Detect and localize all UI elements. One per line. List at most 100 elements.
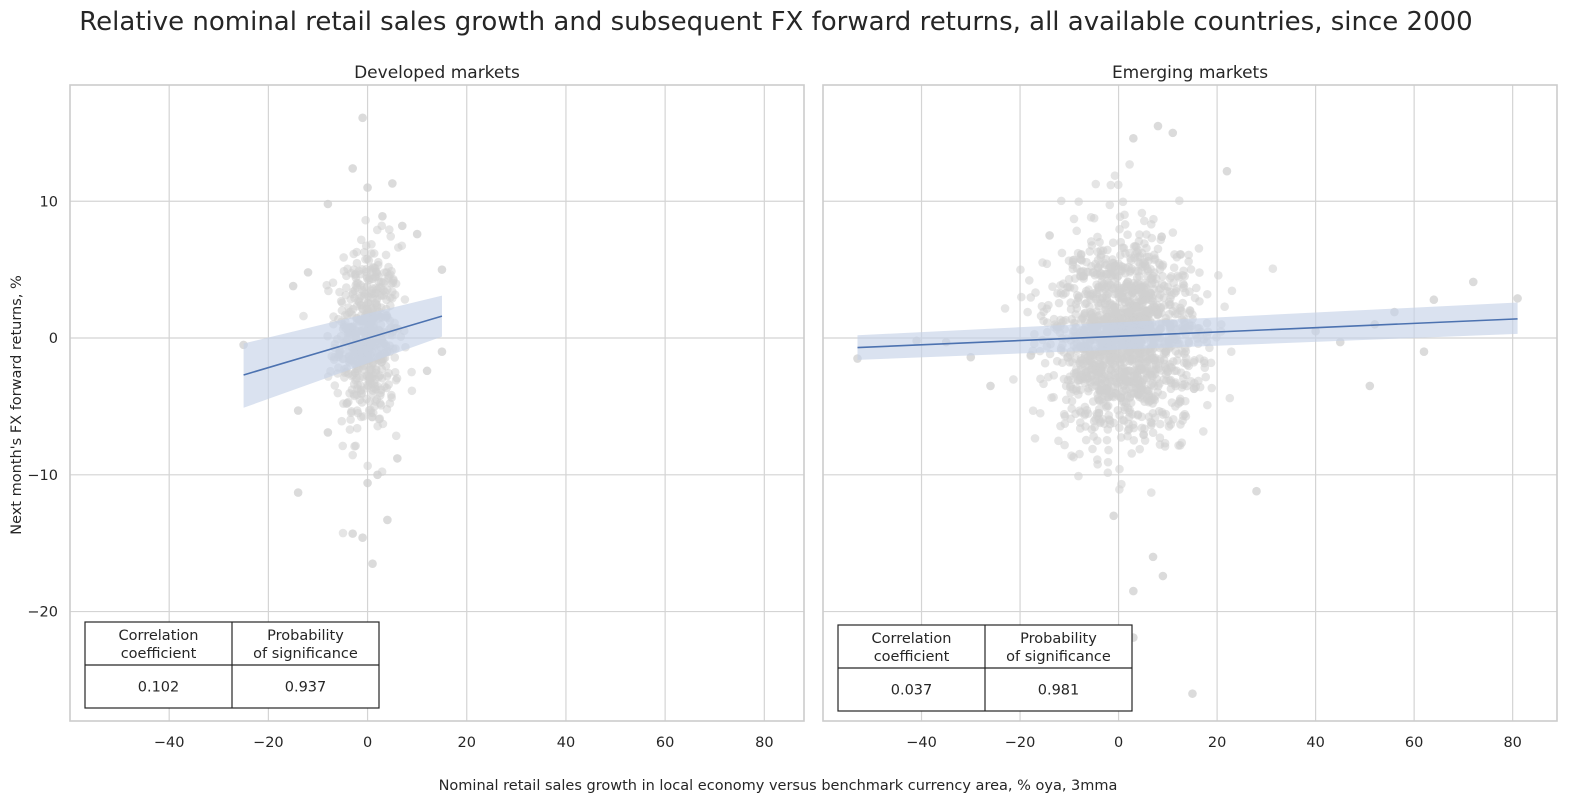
scatter-point bbox=[1074, 292, 1084, 301]
scatter-point bbox=[1181, 412, 1191, 421]
scatter-point bbox=[354, 294, 364, 303]
scatter-point bbox=[1179, 266, 1188, 276]
scatter-point bbox=[1103, 393, 1113, 402]
scatter-point bbox=[337, 298, 347, 307]
scatter-point bbox=[1171, 378, 1181, 387]
scatter-point bbox=[1222, 166, 1232, 176]
scatter-point bbox=[1199, 427, 1208, 436]
scatter-point bbox=[352, 247, 362, 257]
scatter-point bbox=[1125, 248, 1134, 258]
scatter-point bbox=[1075, 254, 1085, 263]
scatter-point bbox=[1159, 281, 1169, 291]
scatter-point bbox=[1063, 352, 1073, 362]
plot-frame bbox=[822, 84, 1558, 722]
scatter-point bbox=[1200, 358, 1209, 368]
scatter-point bbox=[1059, 409, 1069, 419]
x-tick-label: 20 bbox=[458, 735, 476, 751]
scatter-point bbox=[374, 257, 383, 267]
stats-table-value: 0.037 bbox=[891, 683, 933, 699]
scatter-point bbox=[1026, 351, 1035, 361]
panel-emerging-markets: Emerging markets −40 −20 0 20 40 60 80 Correlat… bbox=[822, 63, 1558, 751]
scatter-point bbox=[1143, 266, 1153, 276]
scatter-point bbox=[1092, 411, 1102, 421]
scatter-point bbox=[333, 388, 343, 398]
x-axis-label: Nominal retail sales growth in local eco… bbox=[439, 778, 1118, 794]
scatter-point bbox=[348, 164, 357, 173]
scatter-point bbox=[329, 312, 338, 321]
x-tick-label: 40 bbox=[1306, 735, 1324, 751]
scatter-point bbox=[1074, 197, 1083, 206]
scatter-point bbox=[361, 215, 370, 225]
scatter-point bbox=[1179, 283, 1188, 293]
scatter-point bbox=[337, 306, 347, 315]
scatter-point bbox=[1102, 291, 1111, 300]
scatter-point bbox=[1081, 435, 1091, 445]
scatter-point bbox=[293, 488, 303, 497]
scatter-point bbox=[1094, 404, 1104, 414]
scatter-point bbox=[1061, 315, 1071, 325]
scatter-point bbox=[437, 265, 447, 274]
regression-line bbox=[857, 318, 1518, 349]
scatter-point bbox=[348, 450, 358, 460]
scatter-point bbox=[1184, 308, 1194, 318]
scatter-point bbox=[1141, 306, 1151, 316]
scatter-point bbox=[369, 384, 379, 393]
scatter-point bbox=[1125, 392, 1135, 401]
stats-table-header: Probability of significance bbox=[253, 628, 358, 662]
scatter-point bbox=[345, 425, 355, 434]
scatter-point bbox=[390, 290, 400, 300]
scatter-point bbox=[1110, 361, 1119, 370]
scatter-point bbox=[1075, 424, 1085, 433]
scatter-point bbox=[1093, 436, 1102, 445]
scatter-point bbox=[384, 380, 393, 389]
scatter-point bbox=[388, 179, 397, 188]
scatter-point bbox=[1088, 268, 1098, 278]
scatter-point bbox=[1155, 440, 1165, 449]
scatter-point bbox=[1175, 196, 1184, 205]
scatter-point bbox=[361, 241, 371, 251]
scatter-point bbox=[1147, 488, 1156, 497]
scatter-point bbox=[1252, 486, 1261, 496]
y-axis-label: Next month's FX forward returns, % bbox=[9, 275, 25, 535]
scatter-point bbox=[1056, 421, 1065, 431]
x-tick-label: 40 bbox=[557, 735, 575, 751]
scatter-point bbox=[1155, 433, 1165, 442]
scatter-point bbox=[1114, 180, 1123, 190]
scatter-point bbox=[1175, 396, 1185, 406]
scatter-point bbox=[358, 533, 367, 543]
scatter-point bbox=[335, 287, 344, 297]
scatter-point bbox=[1125, 160, 1134, 169]
scatter-point bbox=[1169, 263, 1179, 272]
scatter-point bbox=[1060, 440, 1069, 450]
scatter-point bbox=[1137, 394, 1147, 403]
y-tick-label: −20 bbox=[27, 605, 58, 621]
scatter-point bbox=[1067, 404, 1076, 413]
scatter-point bbox=[412, 229, 422, 239]
scatter-point bbox=[1156, 302, 1166, 312]
scatter-point bbox=[1056, 280, 1065, 290]
scatter-point bbox=[1154, 406, 1164, 416]
scatter-point bbox=[1133, 374, 1143, 384]
scatter-point bbox=[1072, 368, 1082, 377]
scatter-point bbox=[1176, 420, 1185, 429]
scatter-point bbox=[1118, 197, 1128, 207]
scatter-point bbox=[1161, 370, 1171, 379]
scatter-point bbox=[375, 283, 384, 292]
scatter-point bbox=[1094, 283, 1103, 293]
scatter-point bbox=[356, 235, 366, 245]
scatter-point bbox=[1067, 396, 1077, 406]
scatter-point bbox=[1207, 383, 1217, 393]
scatter-point bbox=[1030, 434, 1040, 443]
scatter-point bbox=[1102, 385, 1112, 395]
scatter-point bbox=[1106, 180, 1116, 190]
scatter-point bbox=[344, 303, 353, 312]
scatter-point bbox=[1118, 367, 1128, 377]
scatter-point bbox=[1079, 274, 1088, 283]
scatter-point bbox=[1114, 271, 1123, 281]
scatter-point bbox=[1038, 258, 1047, 267]
scatter-point bbox=[1419, 347, 1429, 357]
scatter-point bbox=[299, 311, 308, 321]
confidence-band bbox=[857, 302, 1518, 360]
scatter-point bbox=[1016, 265, 1025, 274]
scatter-point bbox=[1129, 586, 1138, 596]
